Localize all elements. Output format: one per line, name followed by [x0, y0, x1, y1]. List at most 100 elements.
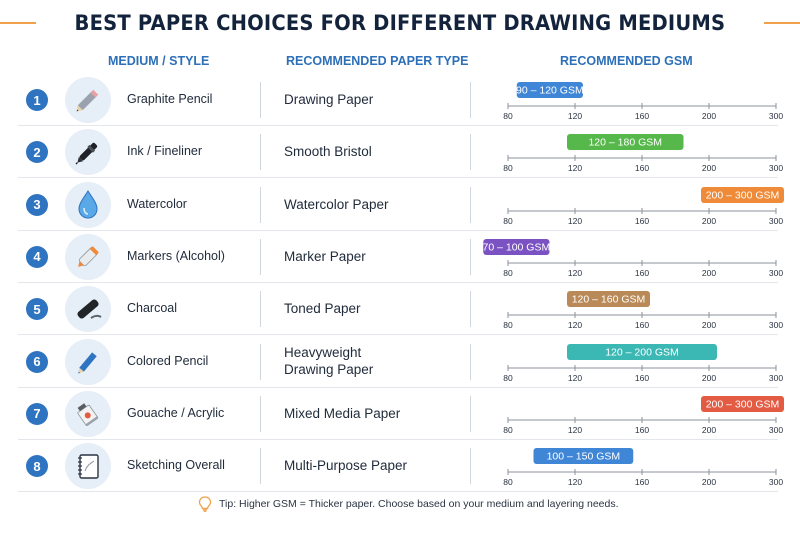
gsm-range-label: 200 – 300 GSM — [706, 189, 780, 201]
gsm-tick-label: 80 — [503, 320, 513, 330]
gsm-tick-label: 120 — [568, 373, 582, 383]
table-row: 6 Colored Pencil Heavyweight Drawing Paper 8… — [18, 336, 783, 388]
gsm-range-label: 200 – 300 GSM — [706, 398, 780, 410]
gsm-tick-label: 160 — [635, 163, 649, 173]
paper-type-line: Drawing Paper — [284, 92, 374, 107]
column-divider — [470, 395, 471, 432]
pen-icon — [75, 143, 98, 165]
header-paper: RECOMMENDED PAPER TYPE — [286, 54, 469, 68]
tip: Tip: Higher GSM = Thicker paper. Choose … — [198, 496, 619, 512]
gsm-tick-label: 300 — [769, 163, 783, 173]
medium-label: Markers (Alcohol) — [127, 248, 225, 263]
gsm-chart: 80 120 160 200 300 120 – 160 GSM — [503, 291, 783, 330]
gsm-chart: 80 120 160 200 300 70 – 100 GSM — [483, 238, 783, 278]
medium-label: Ink / Fineliner — [127, 144, 203, 159]
gsm-tick-label: 300 — [769, 216, 783, 226]
column-divider — [260, 291, 261, 328]
gsm-tick-label: 80 — [503, 268, 513, 278]
gsm-tick-label: 80 — [503, 111, 513, 121]
charcoal-icon — [77, 299, 102, 320]
gsm-tick-label: 300 — [769, 425, 783, 435]
paper-type-line: Smooth Bristol — [284, 144, 372, 160]
gsm-tick-label: 300 — [769, 320, 783, 330]
row-separator — [18, 177, 778, 179]
row-separator — [18, 229, 778, 231]
gsm-tick-label: 120 — [568, 425, 582, 435]
paper-type: Smooth Bristol — [284, 143, 372, 160]
gsm-range-bar — [516, 82, 583, 98]
gsm-range-bar — [567, 134, 684, 151]
paper-type: Marker Paper — [284, 248, 366, 265]
gsm-range-bar — [483, 238, 550, 255]
column-divider — [470, 186, 471, 223]
gsm-chart: 80 120 160 200 300 200 – 300 GSM — [503, 186, 784, 226]
gsm-chart: 80 120 160 200 300 120 – 200 GSM — [503, 343, 783, 383]
row-number: 1 — [26, 89, 48, 111]
gsm-tick-label: 160 — [635, 111, 649, 121]
row-separator — [18, 438, 778, 440]
row-separator — [18, 334, 778, 336]
paper-type-line: Drawing Paper — [284, 361, 374, 377]
gsm-tick-label: 200 — [702, 216, 716, 226]
gsm-chart: 80 120 160 200 300 90 – 120 GSM — [503, 82, 783, 121]
icon-circle — [65, 286, 111, 333]
paper-type: Toned Paper — [284, 300, 361, 317]
gsm-range-label: 120 – 160 GSM — [572, 294, 646, 306]
paper-type: Mixed Media Paper — [284, 405, 400, 422]
gsm-tick-label: 80 — [503, 163, 513, 173]
gsm-chart: 80 120 160 200 300 100 – 150 GSM — [503, 448, 783, 487]
gsm-tick-label: 200 — [702, 425, 716, 435]
sketchbook-icon — [78, 454, 99, 479]
icon-circle — [65, 390, 111, 437]
column-divider — [470, 448, 471, 485]
gsm-tick-label: 300 — [769, 373, 783, 383]
column-divider — [470, 82, 471, 118]
paper-type: Drawing Paper — [284, 91, 373, 108]
gsm-tick-label: 120 — [568, 216, 582, 226]
pencil-icon — [76, 89, 99, 112]
paper-type: Multi-Purpose Paper — [284, 457, 407, 474]
icon-circle — [65, 181, 111, 228]
gsm-range-label: 120 – 200 GSM — [605, 346, 679, 358]
page-title: BEST PAPER CHOICES FOR DIFFERENT DRAWING… — [74, 11, 726, 35]
paper-type-line: Marker Paper — [284, 248, 366, 264]
paper-type: Watercolor Paper — [284, 196, 389, 213]
gsm-range-label: 90 – 120 GSM — [516, 85, 584, 97]
paper-type-line: Mixed Media Paper — [284, 405, 401, 421]
icon-circle — [65, 338, 111, 385]
gsm-tick-label: 300 — [769, 477, 783, 487]
gsm-range-bar — [567, 343, 717, 360]
row-separator — [18, 491, 778, 493]
gsm-tick-label: 200 — [702, 320, 716, 330]
header-medium: MEDIUM / STYLE — [108, 54, 210, 68]
column-divider — [260, 343, 261, 380]
gsm-tick-label: 160 — [635, 216, 649, 226]
column-divider — [260, 395, 261, 432]
column-divider — [470, 134, 471, 171]
gsm-tick-label: 200 — [702, 477, 716, 487]
table-row: 1 Graphite Pencil Drawing Paper 80 120 160 200… — [18, 74, 783, 126]
gsm-range-label: 70 – 100 GSM — [483, 241, 551, 253]
column-divider — [470, 291, 471, 328]
gsm-tick-label: 160 — [635, 477, 649, 487]
gsm-tick-label: 300 — [769, 111, 783, 121]
column-divider — [260, 82, 261, 118]
table-row: 5 Charcoal Toned Paper 80 120 160 200 300 120 – … — [18, 283, 783, 336]
row-number: 4 — [26, 245, 48, 268]
gsm-tick-label: 200 — [702, 268, 716, 278]
tip-text: Tip: Higher GSM = Thicker paper. Choose … — [219, 498, 619, 510]
paper-type: Heavyweight Drawing Paper — [284, 344, 373, 378]
gsm-tick-label: 300 — [769, 268, 783, 278]
gsm-tick-label: 120 — [568, 320, 582, 330]
column-divider — [260, 134, 261, 171]
gsm-range-label: 100 – 150 GSM — [547, 451, 621, 463]
header-gsm: RECOMMENDED GSM — [560, 54, 693, 68]
gsm-tick-label: 120 — [568, 163, 582, 173]
table-row: 8 Sketching Overall Multi-Purpose Paper 80 1… — [18, 440, 783, 493]
row-number: 5 — [26, 298, 48, 321]
row-number: 6 — [26, 350, 48, 373]
row-number: 7 — [26, 402, 48, 425]
gsm-tick-label: 160 — [635, 268, 649, 278]
row-separator — [18, 281, 778, 283]
gsm-tick-label: 80 — [503, 373, 513, 383]
